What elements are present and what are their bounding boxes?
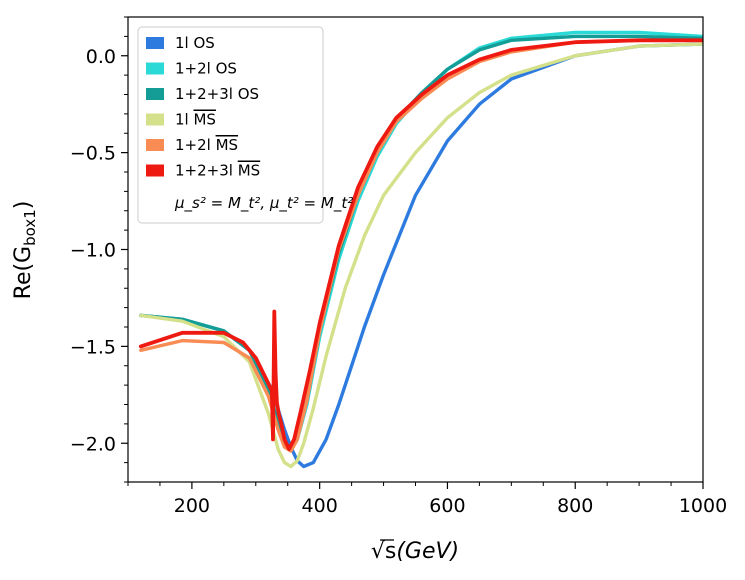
legend-label: 1+2+3l MS xyxy=(175,162,260,180)
legend-label: 1+2l OS xyxy=(175,60,237,78)
axis-labels: √s(GeV) Re(Gbox1) xyxy=(11,201,459,564)
y-tick-label: 0.0 xyxy=(86,46,116,68)
x-axis-label: √s(GeV) xyxy=(371,539,459,564)
legend-swatch xyxy=(146,139,164,151)
legend-label: 1+2+3l OS xyxy=(175,85,259,103)
x-tick-label: 200 xyxy=(174,495,210,517)
axes-layer: 200 400 600 800 1000 0.0 −0.5 −1.0 −1.5 −2.0 xyxy=(70,16,727,517)
x-tick-label: 800 xyxy=(557,495,593,517)
legend-label: 1l MS xyxy=(175,111,216,129)
legend-label: 1+2l MS xyxy=(175,136,238,154)
y-tick-label: −1.0 xyxy=(70,240,116,262)
x-tick-label: 1000 xyxy=(679,495,727,517)
y-tick-label: −0.5 xyxy=(70,143,116,165)
legend-swatch xyxy=(146,113,164,126)
series-line-6 xyxy=(138,38,703,452)
legend-swatch xyxy=(146,37,164,49)
legend-note: μ_s² = M_t², μ_t² = M_t² xyxy=(174,194,353,213)
legend-swatch xyxy=(146,164,164,177)
series-line-4 xyxy=(139,42,703,469)
series-layer xyxy=(138,30,703,469)
x-tick-label: 600 xyxy=(429,495,465,517)
legend-swatch xyxy=(146,88,164,100)
x-tick-label: 400 xyxy=(302,495,338,517)
y-axis-label: Re(Gbox1) xyxy=(11,201,39,300)
y-tick-label: −1.5 xyxy=(70,336,116,358)
legend-label: 1l OS xyxy=(175,34,215,52)
y-tick-label: −2.0 xyxy=(70,433,116,455)
legend-box xyxy=(137,26,324,224)
legend-swatch xyxy=(146,62,164,75)
legend: 1l OS 1+2l OS 1+2+3l OS 1l MS 1+2l MS 1+2+3l … xyxy=(137,26,353,224)
